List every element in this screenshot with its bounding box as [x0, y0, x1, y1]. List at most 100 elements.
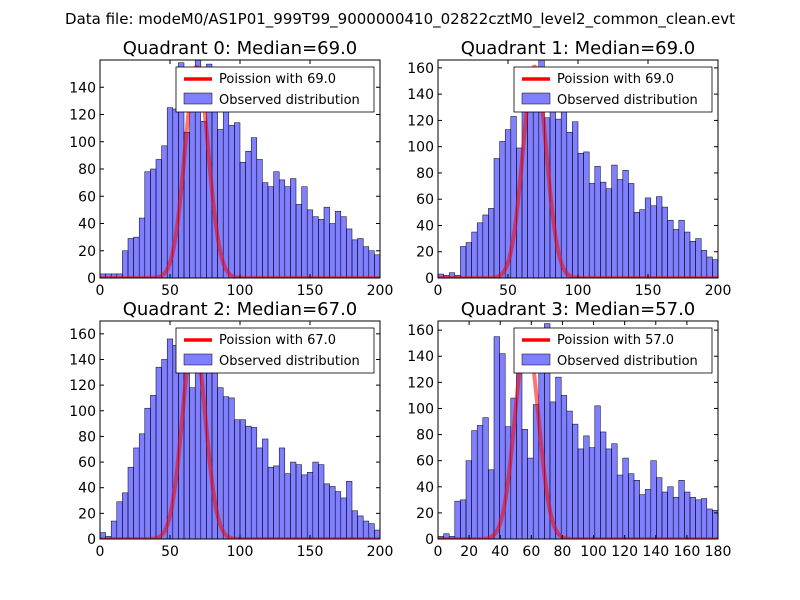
histogram-bar: [583, 435, 590, 539]
histogram-bar: [729, 270, 735, 278]
histogram-bar: [155, 159, 162, 278]
y-tick-label: 60: [78, 189, 96, 205]
histogram-bar: [323, 206, 330, 278]
histogram-bar: [150, 168, 157, 278]
x-tick-label: 50: [499, 283, 517, 299]
histogram-bar: [656, 196, 663, 278]
histogram-bar: [122, 250, 129, 278]
histogram-bar: [588, 183, 596, 278]
histogram-bar: [594, 166, 601, 278]
legend: Poission with 69.0 Observed distribution: [513, 66, 713, 113]
x-tick-label: 100: [227, 544, 254, 560]
histogram-bar: [611, 164, 618, 278]
histogram-bar: [717, 513, 718, 539]
y-tick-label: 140: [407, 349, 434, 365]
x-tick-label: 0: [434, 544, 443, 560]
histogram-bar: [695, 238, 702, 278]
histogram-bar: [245, 151, 252, 278]
y-tick-label: 60: [78, 455, 96, 471]
histogram-bar: [189, 104, 196, 278]
histogram-bar: [594, 405, 601, 539]
subplot-quadrant-3: 0 20 40 60 80 100 120 140 160 1800204060801001201…: [407, 299, 732, 560]
histogram-bar: [471, 430, 478, 539]
histogram-bar: [340, 216, 347, 278]
histogram-bar: [228, 125, 235, 278]
subplot-title: Quadrant 0: Median=69.0: [123, 38, 358, 59]
subplot-title: Quadrant 3: Median=57.0: [461, 299, 696, 320]
histogram-bar: [577, 152, 584, 278]
y-tick-label: 60: [416, 192, 434, 208]
histogram-bar: [622, 457, 629, 539]
legend-label-observed: Observed distribution: [557, 93, 698, 108]
histogram-bar: [200, 121, 207, 278]
histogram-bar: [650, 205, 657, 278]
histogram-bar: [684, 491, 691, 539]
x-tick-label: 20: [460, 544, 478, 560]
histogram-bar: [678, 480, 685, 539]
y-tick-label: 80: [78, 162, 96, 178]
y-tick-label: 100: [407, 140, 434, 156]
histogram-bar: [572, 423, 579, 539]
histogram-bar: [639, 209, 646, 278]
y-tick-label: 80: [78, 429, 96, 445]
histogram-bar: [611, 443, 618, 539]
histogram-bar: [155, 366, 162, 539]
histogram-bar: [161, 145, 168, 278]
histogram-bar: [583, 151, 590, 278]
histogram-bar: [329, 223, 336, 278]
y-tick-label: 160: [69, 327, 96, 343]
histogram-bar: [454, 500, 461, 539]
histogram-bar: [460, 246, 467, 278]
histogram-bar: [402, 277, 408, 278]
legend: Poission with 69.0 Observed distribution: [175, 66, 375, 113]
histogram-bar: [284, 473, 291, 539]
histogram-bar: [488, 469, 495, 539]
legend-bar-swatch: [521, 92, 551, 105]
subplot-quadrant-1: 0 50 100 150 200 0 20 40 60 80 100 120 140 160 Quadran…: [407, 38, 741, 299]
x-tick-label: 200: [367, 283, 394, 299]
histogram-bar: [290, 461, 297, 539]
histogram-bar: [684, 231, 691, 278]
histogram-bar: [735, 273, 741, 278]
histogram-bar: [476, 425, 484, 539]
histogram-bar: [628, 473, 635, 539]
legend-bar-swatch: [183, 353, 213, 366]
histogram-bar: [572, 121, 579, 278]
histogram-bar: [706, 256, 713, 278]
histogram-bar: [312, 461, 319, 539]
histogram-bar: [262, 438, 269, 539]
histogram-bar: [689, 496, 696, 539]
histogram-bar: [465, 242, 472, 278]
histogram-bar: [700, 250, 708, 278]
legend-box: [175, 66, 375, 113]
histogram-bar: [644, 489, 652, 539]
histogram-bar: [471, 231, 478, 278]
y-tick-label: 120: [69, 378, 96, 394]
y-tick-label: 160: [407, 323, 434, 339]
histogram-bar: [301, 474, 308, 539]
histogram-bar: [334, 491, 342, 539]
y-tick-label: 80: [416, 428, 434, 444]
histogram-bar: [329, 486, 336, 539]
legend-label-observed: Observed distribution: [219, 354, 360, 369]
histogram-bar: [600, 181, 607, 278]
x-tick-label: 0: [96, 544, 105, 560]
histogram-bar: [368, 523, 375, 539]
histogram-bar: [482, 417, 489, 539]
x-tick-label: 80: [554, 544, 572, 560]
histogram-bar: [278, 447, 286, 539]
histogram-bar: [239, 161, 246, 278]
histogram-bar: [527, 457, 534, 539]
x-tick-label: 180: [705, 544, 732, 560]
x-tick-label: 0: [434, 283, 443, 299]
histogram-bar: [256, 447, 263, 539]
histogram-bar: [616, 179, 624, 278]
histogram-bar: [493, 158, 500, 278]
y-tick-label: 0: [425, 271, 434, 287]
histogram-bar: [306, 472, 314, 539]
y-tick-label: 140: [407, 87, 434, 103]
histogram-bar: [284, 186, 291, 278]
histogram-bar: [323, 483, 330, 539]
histogram-bar: [566, 131, 573, 278]
